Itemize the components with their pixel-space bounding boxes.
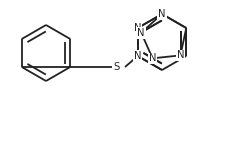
Text: N: N [158, 9, 166, 19]
Text: N: N [134, 23, 142, 33]
Text: N: N [134, 51, 142, 61]
Text: N: N [137, 28, 145, 38]
Text: S: S [113, 62, 119, 72]
Text: N: N [177, 50, 184, 60]
Text: N: N [149, 53, 156, 63]
